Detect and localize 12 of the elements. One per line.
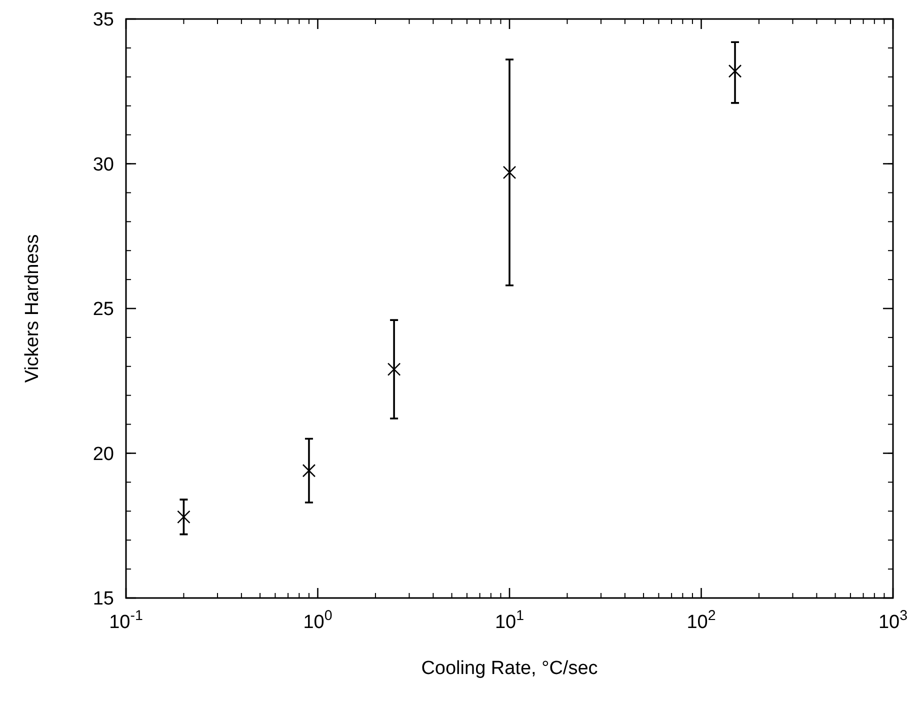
y-tick-label: 30 bbox=[92, 154, 114, 176]
x-tick-label: 10$^{3}$ bbox=[878, 608, 908, 633]
x-tick-label: 10$^{2}$ bbox=[686, 608, 716, 633]
y-tick-label: 35 bbox=[92, 10, 114, 31]
y-tick-label: 15 bbox=[92, 588, 114, 610]
y-tick-label: 20 bbox=[92, 444, 114, 465]
y-tick-label: 25 bbox=[92, 299, 114, 320]
x-tick-label: 10$^{-1}$ bbox=[109, 608, 143, 633]
x-tick-label: 10$^{0}$ bbox=[303, 608, 332, 633]
x-axis-title: Cooling Rate, °C/sec bbox=[421, 658, 598, 679]
y-axis-title: Vickers Hardness bbox=[22, 234, 43, 383]
x-tick-label: 10$^{1}$ bbox=[494, 608, 524, 633]
